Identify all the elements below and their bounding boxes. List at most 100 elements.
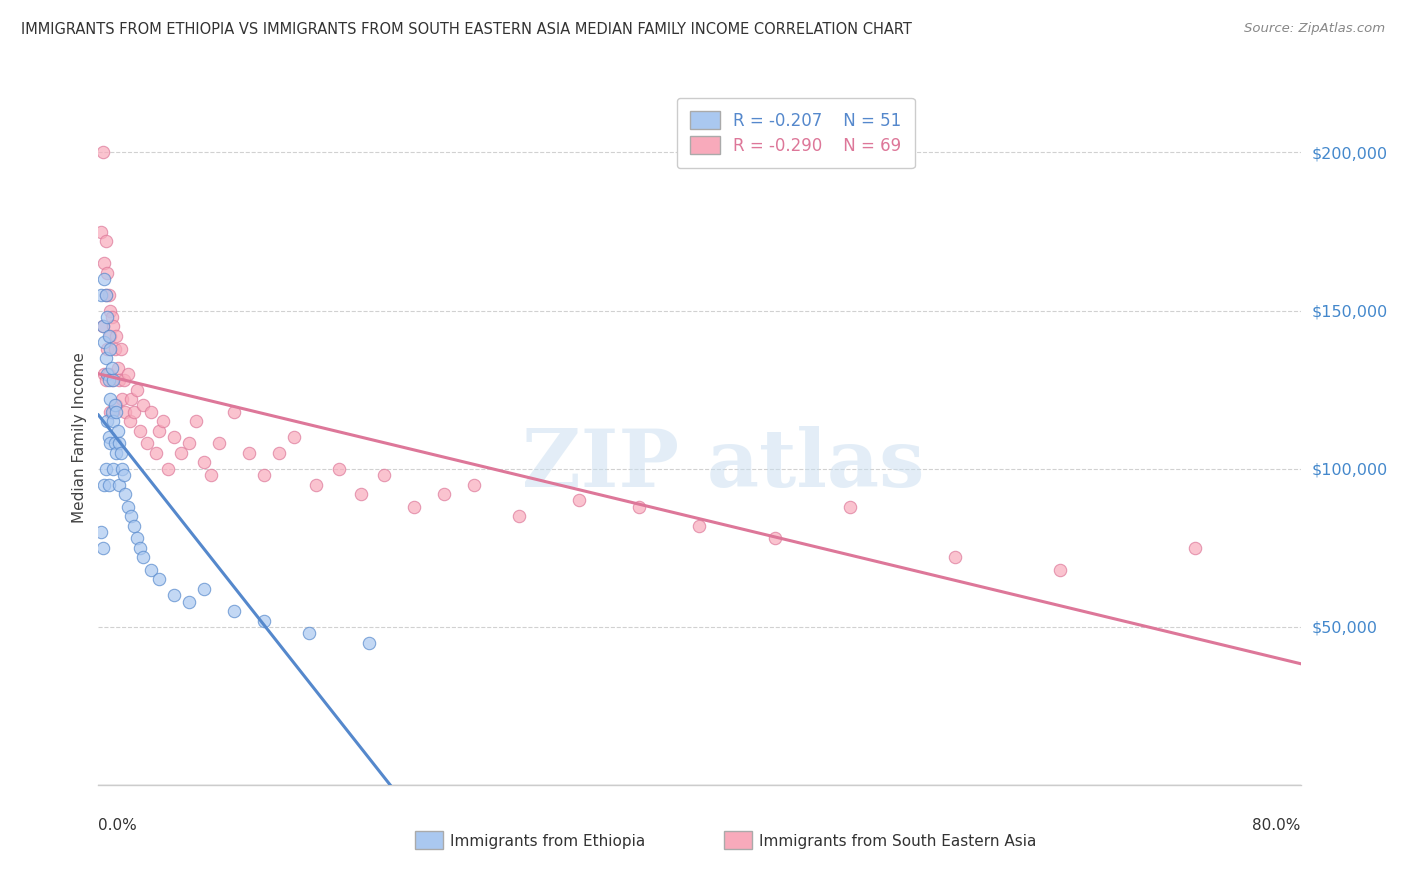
Text: ZIP atlas: ZIP atlas xyxy=(523,425,925,504)
Point xyxy=(145,446,167,460)
Point xyxy=(267,446,290,460)
Point xyxy=(193,455,215,469)
Point xyxy=(93,335,115,350)
Point xyxy=(100,436,122,450)
Point xyxy=(117,367,139,381)
Point xyxy=(111,392,134,406)
Y-axis label: Median Family Income: Median Family Income xyxy=(72,351,87,523)
Point xyxy=(105,329,128,343)
Point xyxy=(170,446,193,460)
Point xyxy=(238,446,260,460)
Point xyxy=(253,614,276,628)
Point xyxy=(94,373,117,387)
Point xyxy=(103,405,125,419)
Point xyxy=(93,477,115,491)
Point xyxy=(90,287,112,301)
Point xyxy=(93,272,115,286)
Point xyxy=(117,500,139,514)
Point xyxy=(94,234,117,248)
Point xyxy=(118,414,141,428)
Point xyxy=(1184,541,1206,555)
Point xyxy=(283,430,305,444)
Point xyxy=(200,468,222,483)
Point xyxy=(104,436,127,450)
Point xyxy=(103,414,125,428)
Point xyxy=(100,303,122,318)
Point xyxy=(463,477,485,491)
Text: Source: ZipAtlas.com: Source: ZipAtlas.com xyxy=(1244,22,1385,36)
Point xyxy=(111,461,134,475)
Point xyxy=(107,360,129,375)
Point xyxy=(110,446,132,460)
Point xyxy=(96,342,118,356)
Point xyxy=(132,399,155,413)
Point xyxy=(97,477,120,491)
Text: IMMIGRANTS FROM ETHIOPIA VS IMMIGRANTS FROM SOUTH EASTERN ASIA MEDIAN FAMILY INC: IMMIGRANTS FROM ETHIOPIA VS IMMIGRANTS F… xyxy=(21,22,912,37)
Point xyxy=(1049,563,1071,577)
Point xyxy=(94,287,117,301)
Point xyxy=(184,414,207,428)
Point xyxy=(100,392,122,406)
Point xyxy=(104,399,127,413)
Point xyxy=(208,436,231,450)
Point xyxy=(328,461,350,475)
Point xyxy=(101,373,124,387)
Point xyxy=(97,430,120,444)
Point xyxy=(298,626,321,640)
Point xyxy=(101,310,124,324)
Point xyxy=(305,477,328,491)
Point xyxy=(97,287,120,301)
Point xyxy=(129,541,152,555)
Point xyxy=(93,367,115,381)
Point xyxy=(103,461,125,475)
Text: 80.0%: 80.0% xyxy=(1253,818,1301,832)
Point xyxy=(132,550,155,565)
Point xyxy=(105,446,128,460)
Point xyxy=(373,468,395,483)
Point xyxy=(100,342,122,356)
Point xyxy=(108,436,131,450)
Point xyxy=(91,145,114,160)
Point xyxy=(104,342,127,356)
Point xyxy=(96,266,118,280)
Point xyxy=(124,405,146,419)
Point xyxy=(94,461,117,475)
Point xyxy=(162,588,184,602)
Point xyxy=(103,319,125,334)
Point xyxy=(91,319,114,334)
Point xyxy=(763,531,786,545)
Point xyxy=(148,573,170,587)
Text: Immigrants from Ethiopia: Immigrants from Ethiopia xyxy=(450,834,645,848)
Point xyxy=(108,477,131,491)
Point xyxy=(105,405,128,419)
Point xyxy=(193,582,215,596)
Point xyxy=(139,563,162,577)
Point xyxy=(148,424,170,438)
Legend: R = -0.207    N = 51, R = -0.290    N = 69: R = -0.207 N = 51, R = -0.290 N = 69 xyxy=(676,97,915,169)
Point xyxy=(253,468,276,483)
Point xyxy=(100,329,122,343)
Point xyxy=(162,430,184,444)
Text: Immigrants from South Eastern Asia: Immigrants from South Eastern Asia xyxy=(759,834,1036,848)
Point xyxy=(90,225,112,239)
Point xyxy=(96,367,118,381)
Point xyxy=(112,373,135,387)
Point xyxy=(628,500,651,514)
Point xyxy=(90,524,112,539)
Point xyxy=(568,493,591,508)
Point xyxy=(177,594,200,608)
Point xyxy=(357,635,380,649)
Point xyxy=(402,500,425,514)
Point xyxy=(96,310,118,324)
Point xyxy=(97,373,120,387)
Point xyxy=(129,424,152,438)
Point xyxy=(943,550,966,565)
Point xyxy=(107,424,129,438)
Point xyxy=(103,373,125,387)
Point xyxy=(121,392,143,406)
Point xyxy=(139,405,162,419)
Point xyxy=(108,373,131,387)
Point xyxy=(105,399,128,413)
Point xyxy=(96,414,118,428)
Point xyxy=(135,436,157,450)
